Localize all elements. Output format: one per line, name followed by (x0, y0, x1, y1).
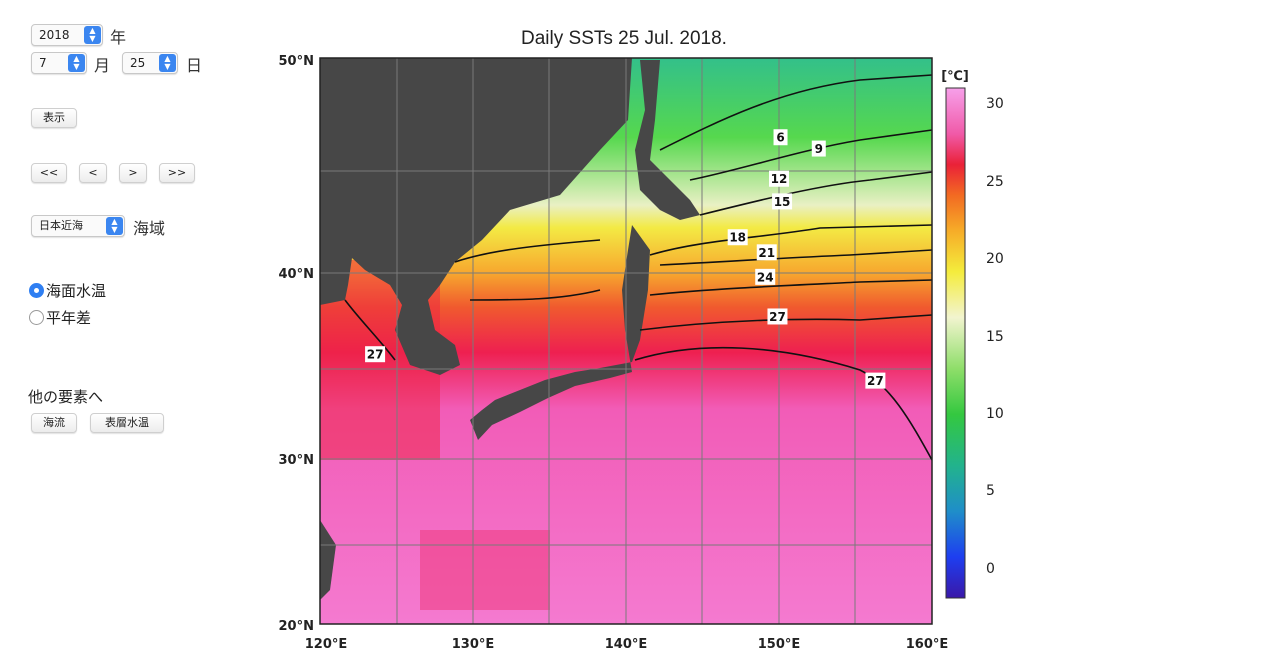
isotherm-label: 12 (771, 172, 788, 186)
colorbar-tick-30: 30 (986, 96, 1004, 112)
isotherm-label: 9 (815, 142, 823, 156)
lon-label-140e: 140°E (605, 637, 648, 652)
isotherm-label: 18 (729, 231, 746, 245)
colorbar-tick-0: 0 (986, 561, 995, 577)
map-area (320, 58, 932, 624)
map-title: Daily SSTs 25 Jul. 2018. (521, 28, 727, 49)
lat-label-50n: 50°N (279, 54, 314, 69)
year-select[interactable]: 2018 ▲ ▼ (31, 24, 103, 46)
colorbar-tick-25: 25 (986, 174, 1004, 190)
isotherm-label-box (772, 193, 793, 210)
graticule (320, 58, 932, 624)
radio-selected-icon (29, 283, 44, 298)
show-button[interactable]: 表示 (31, 108, 77, 128)
area-select[interactable]: 日本近海 ▲ ▼ (31, 215, 125, 237)
day-unit-label: 日 (186, 56, 203, 75)
subsurface-temp-button[interactable]: 表層水温 (90, 413, 164, 433)
lat-label-20n: 20°N (279, 619, 314, 634)
prev-day-button[interactable]: < (79, 163, 107, 183)
stepper-arrows-icon: ▲ ▼ (84, 26, 101, 44)
lon-label-160e: 160°E (906, 637, 949, 652)
isotherm-label: 27 (367, 348, 384, 362)
radio-unselected-icon (29, 310, 44, 325)
stepper-arrows-icon: ▲ ▼ (159, 54, 176, 72)
day-select[interactable]: 25 ▲ ▼ (122, 52, 178, 74)
next-year-button[interactable]: >> (159, 163, 195, 183)
month-select[interactable]: 7 ▲ ▼ (31, 52, 87, 74)
day-value: 25 (130, 56, 146, 70)
control-panel: 2018 ▲ ▼ 年 7 ▲ ▼ 月 25 ▲ ▼ 日 表示 << < > >> 日本… (0, 0, 240, 664)
isotherm-label: 6 (776, 131, 784, 145)
japan-main-islands (470, 225, 650, 440)
isotherm-label: 15 (774, 195, 791, 209)
radio-sst[interactable]: 海面水温 (29, 280, 106, 301)
colorbar-tick-20: 20 (986, 251, 1004, 267)
stepper-arrows-icon: ▲ ▼ (68, 54, 85, 72)
colorbar (945, 87, 966, 599)
area-unit-label: 海域 (133, 219, 166, 238)
isotherm-label-box (767, 308, 788, 325)
radio-anomaly-label: 平年差 (46, 309, 92, 327)
isotherm-label-box (811, 140, 826, 157)
radio-sst-label: 海面水温 (46, 282, 107, 300)
lon-label-150e: 150°E (758, 637, 801, 652)
stepper-arrows-icon: ▲ ▼ (106, 217, 123, 235)
isotherm-label: 24 (757, 270, 774, 284)
month-unit-label: 月 (94, 56, 111, 75)
isotherm-label: 27 (769, 310, 786, 324)
latitude-labels: 50°N 40°N 30°N 20°N (279, 54, 314, 634)
colorbar-unit: [℃] (941, 69, 969, 84)
isotherm-label: 21 (758, 246, 775, 260)
year-value: 2018 (39, 28, 70, 42)
next-day-button[interactable]: > (119, 163, 147, 183)
colorbar-tick-15: 15 (986, 329, 1004, 345)
isotherm-label-box (773, 129, 788, 146)
isotherm-label-box (365, 346, 386, 363)
isotherm-labels: 6 9 12 15 18 21 24 27 27 27 (365, 129, 886, 389)
lon-label-120e: 120°E (305, 637, 348, 652)
year-unit-label: 年 (110, 28, 127, 47)
map-frame (319, 57, 933, 625)
prev-year-button[interactable]: << (31, 163, 67, 183)
area-value: 日本近海 (39, 219, 83, 232)
other-elements-heading: 他の要素へ (28, 388, 104, 406)
radio-anomaly[interactable]: 平年差 (29, 307, 91, 328)
colorbar-tick-10: 10 (986, 406, 1004, 422)
lat-label-30n: 30°N (279, 453, 314, 468)
colorbar-tick-5: 5 (986, 483, 995, 499)
lat-label-40n: 40°N (279, 267, 314, 282)
isotherm-label-box (769, 170, 789, 187)
current-button[interactable]: 海流 (31, 413, 77, 433)
eurasia-landmass (320, 58, 632, 375)
isotherm-label-box (865, 372, 886, 389)
isotherm-label-box (727, 229, 748, 246)
longitude-labels: 120°E 130°E 140°E 150°E 160°E (305, 637, 949, 652)
isotherm-label-box (755, 268, 776, 285)
isotherm-label: 27 (867, 374, 884, 388)
hokkaido-sakhalin-landmass (635, 60, 700, 220)
month-value: 7 (39, 56, 47, 70)
warm-patch-south (420, 530, 550, 610)
colorbar-ticks: 30 25 20 15 10 5 0 (986, 96, 1004, 577)
taiwan-landmass (320, 520, 336, 600)
lon-label-130e: 130°E (452, 637, 495, 652)
isotherm-label-box (756, 244, 777, 261)
